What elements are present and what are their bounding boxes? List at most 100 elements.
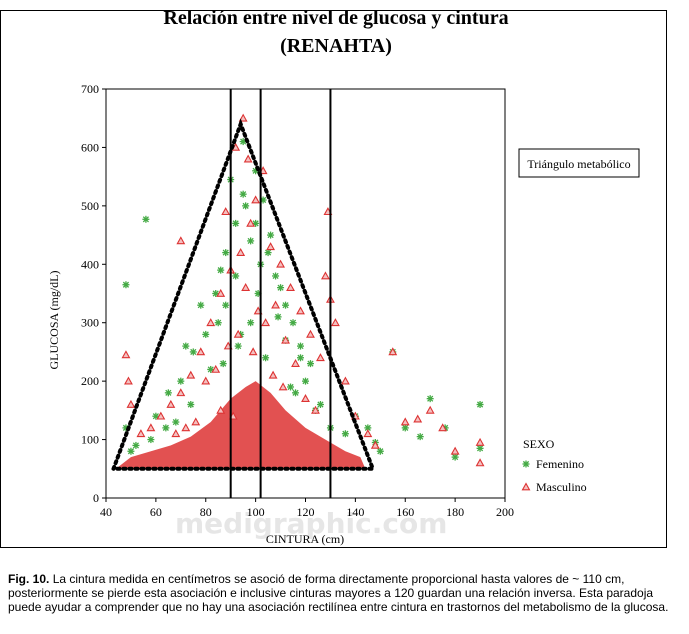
masculino-point [246, 218, 256, 227]
masculino-point [281, 335, 290, 344]
femenino-point [147, 436, 155, 444]
y-tick-label: 300 [81, 316, 99, 330]
femenino-point [262, 354, 270, 362]
masculino-point [201, 376, 211, 385]
femenino-point [297, 342, 305, 350]
femenino-point [282, 301, 290, 309]
y-tick-label: 200 [81, 374, 99, 388]
annotation-text: Triángulo metabólico [527, 157, 630, 171]
masculino-point [196, 347, 206, 356]
masculino-point [425, 405, 435, 414]
masculino-point [121, 350, 131, 359]
masculino-point [413, 414, 423, 423]
femenino-point [232, 272, 240, 280]
data-points [121, 113, 485, 467]
density-blob [115, 381, 366, 469]
masculino-point [438, 423, 448, 432]
masculino-point [340, 376, 350, 385]
masculino-point [233, 329, 243, 338]
femenino-point [187, 401, 195, 409]
y-tick-label: 700 [81, 82, 99, 96]
x-tick-label: 40 [100, 505, 112, 519]
femenino-point [302, 377, 309, 385]
y-tick-label: 600 [81, 140, 99, 154]
masculino-point [296, 306, 305, 315]
masculino-point [124, 376, 133, 385]
femenino-point [214, 319, 222, 327]
masculino-point [176, 388, 186, 397]
masculino-point [400, 417, 410, 426]
y-tick-label: 100 [81, 433, 99, 447]
masculino-point [271, 300, 281, 309]
femenino-point [242, 202, 250, 210]
masculino-point [266, 242, 276, 251]
masculino-point [221, 207, 231, 216]
legend-label: Femenino [536, 457, 584, 471]
chart-subtitle: (RENAHTA) [280, 35, 392, 57]
masculino-point [166, 399, 176, 408]
x-tick-label: 200 [496, 505, 514, 519]
femenino-point [217, 266, 225, 274]
femenino-point [287, 383, 295, 391]
masculino-point [286, 283, 295, 292]
masculino-point [248, 347, 258, 356]
figure-frame [0, 10, 667, 548]
legend-marker-masculino [521, 482, 531, 491]
masculino-point [306, 329, 315, 338]
masculino-point [206, 318, 216, 327]
legend-title: SEXO [523, 437, 555, 451]
masculino-point [171, 429, 181, 438]
masculino-point [330, 318, 340, 327]
femenino-point [122, 281, 130, 289]
masculino-point [388, 347, 398, 356]
femenino-point [274, 313, 282, 321]
x-tick-label: 80 [200, 505, 212, 519]
masculino-point [475, 458, 485, 467]
masculino-point [450, 446, 460, 455]
masculino-point [136, 429, 146, 438]
femenino-point [264, 249, 272, 257]
density-area [115, 381, 366, 469]
masculino-point [251, 195, 261, 204]
femenino-point [197, 301, 205, 309]
femenino-point [316, 401, 324, 409]
femenino-point [222, 301, 230, 309]
y-tick-label: 0 [93, 491, 99, 505]
masculino-point [156, 411, 166, 420]
masculino-point [370, 440, 380, 449]
x-tick-label: 160 [396, 505, 414, 519]
masculino-point [321, 271, 330, 280]
x-tick-label: 180 [446, 505, 464, 519]
masculino-point [236, 247, 246, 256]
masculino-point [216, 288, 226, 297]
femenino-point [272, 272, 280, 280]
femenino-point [182, 342, 190, 350]
femenino-point [177, 377, 185, 385]
chart-title: Relación entre nivel de glucosa y cintur… [163, 7, 508, 29]
femenino-point [401, 424, 409, 432]
x-tick-label: 140 [346, 505, 364, 519]
masculino-point [191, 417, 201, 426]
masculino-point [291, 358, 300, 367]
masculino-point [186, 370, 196, 379]
femenino-point [247, 237, 255, 245]
masculino-point [238, 113, 248, 122]
masculino-point [475, 437, 485, 446]
femenino-point [222, 249, 230, 257]
femenino-point [247, 319, 255, 327]
axis-ticks: 40 60 80 100 120 140 160 180 200 0 100 200 300 400 500… [81, 82, 514, 519]
femenino-point [219, 360, 227, 368]
caption-text: La cintura medida en centímetros se asoc… [8, 572, 669, 614]
femenino-point [162, 424, 170, 432]
femenino-point [476, 444, 484, 452]
masculino-point [276, 259, 285, 268]
femenino-point [239, 190, 247, 198]
femenino-point [292, 389, 300, 397]
x-tick-label: 60 [150, 505, 162, 519]
figure-caption: Fig. 10. La cintura medida en centímetro… [8, 572, 680, 614]
masculino-point [261, 318, 271, 327]
femenino-point [172, 418, 180, 426]
masculino-point [268, 370, 278, 379]
masculino-point [146, 423, 156, 432]
x-axis-label: CINTURA (cm) [266, 532, 344, 546]
